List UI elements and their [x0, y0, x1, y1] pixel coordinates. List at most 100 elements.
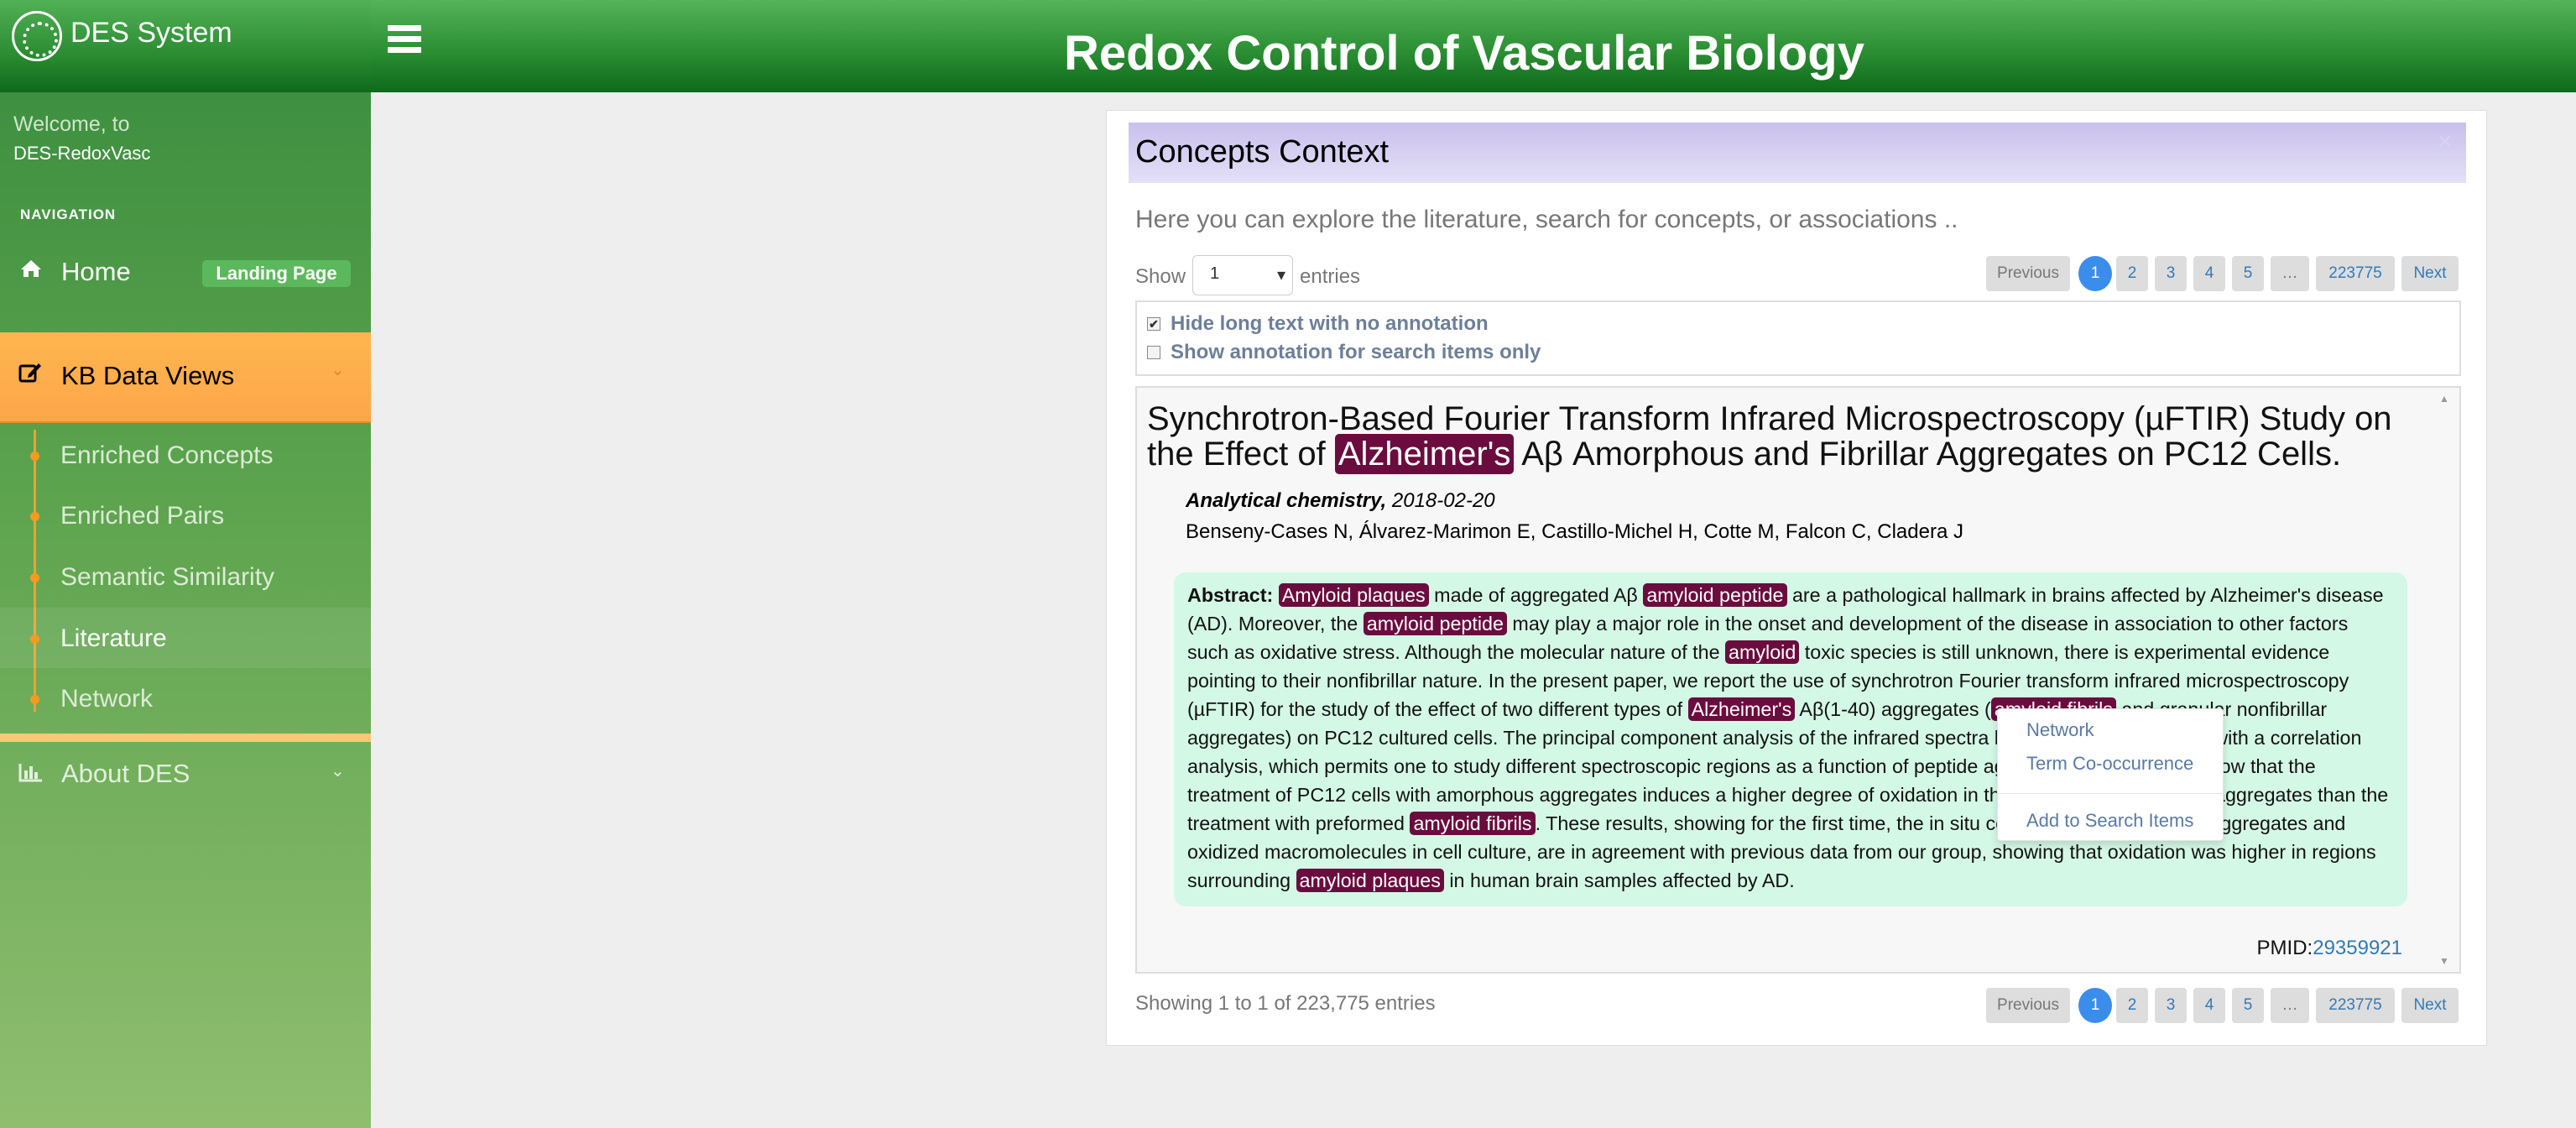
abstract-text-segment: toxic species is still unknown, there is… [1187, 641, 2349, 720]
annotated-term[interactable]: Alzheimer's [1334, 434, 1515, 474]
scroll-down-icon[interactable]: ▼ [2439, 955, 2449, 967]
abstract-text-segment: made of aggregated Aβ [1428, 584, 1644, 606]
hide-long-text-checkbox[interactable]: ✔ [1147, 317, 1160, 331]
pagination-page-5[interactable]: 5 [2232, 256, 2264, 291]
abstract-text-segment: aggregates than the treatment with prefo… [1187, 784, 2389, 834]
pagination-page-3[interactable]: 3 [2155, 988, 2187, 1023]
pagination-page-1[interactable]: 1 [2078, 988, 2112, 1023]
close-icon[interactable]: × [2437, 126, 2453, 156]
sidebar-item-semantic-similarity[interactable]: Semantic Similarity [0, 546, 371, 607]
pagination-last-page[interactable]: 223775 [2316, 988, 2395, 1023]
annotated-term[interactable]: amyloid [1725, 640, 1800, 664]
pagination-top: Previous 1 2 3 4 5 … 223775 Next [1986, 256, 2459, 291]
sidebar-item-label: Semantic Similarity [60, 563, 275, 591]
pmid: PMID:29359921 [2256, 937, 2402, 959]
page-title: Redox Control of Vascular Biology [1064, 26, 1864, 81]
pagination-previous-button[interactable]: Previous [1986, 988, 2070, 1023]
abstract-text-segment: may play a major role in the onset and d… [1187, 613, 2349, 663]
pagination-last-page[interactable]: 223775 [2316, 256, 2395, 291]
pagination-page-2[interactable]: 2 [2116, 256, 2148, 291]
article-abstract: Abstract: Amyloid plaques made of aggreg… [1174, 572, 2407, 906]
term-context-menu: Network Term Co-occurrence Add to Search… [1997, 708, 2224, 841]
abstract-text-segment: are a pathological hallmark in brains af… [1187, 584, 2384, 634]
logo-area[interactable]: DES System [0, 0, 371, 92]
sidebar-item-about-des[interactable]: About DES ⌄ [0, 745, 371, 799]
edit-icon [18, 363, 41, 383]
entries-select-value: 1 [1210, 264, 1220, 283]
home-icon [21, 260, 41, 277]
bullet-icon [30, 512, 39, 521]
sidebar-item-network[interactable]: Network [0, 668, 371, 728]
menu-divider [1998, 793, 2224, 794]
option-label: Show annotation for search items only [1171, 341, 1541, 363]
concepts-context-panel: Concepts Context × Here you can explore … [1106, 110, 2487, 1046]
abstract-text-segment: in human brain samples affected by AD. [1443, 870, 1795, 891]
panel-header: Concepts Context × [1129, 123, 2466, 183]
scrollbar[interactable]: ▲ ▼ [2438, 393, 2451, 967]
abstract-text-segment: aggregates and oxidized macromolecules i… [1187, 812, 2376, 891]
pagination-page-4[interactable]: 4 [2193, 256, 2225, 291]
annotated-term[interactable]: Amyloid plaques [1278, 583, 1429, 607]
panel-title: Concepts Context [1135, 134, 1390, 170]
pmid-link[interactable]: 29359921 [2313, 937, 2402, 959]
annotated-term[interactable]: amyloid plaques [1296, 869, 1444, 892]
pagination-page-5[interactable]: 5 [2232, 988, 2264, 1023]
article-date: 2018-02-20 [1391, 489, 1495, 512]
article-title: Synchrotron-Based Fourier Transform Infr… [1147, 400, 2392, 474]
entries-select[interactable]: 1 ▾ [1192, 255, 1293, 295]
top-header: DES System Redox Control of Vascular Bio… [0, 0, 2576, 92]
sidebar-item-label: Enriched Concepts [60, 441, 274, 469]
pagination-ellipsis: … [2271, 988, 2309, 1023]
annotated-term[interactable]: amyloid fibrils [1410, 812, 1536, 835]
sidebar-item-label: Literature [60, 624, 167, 652]
pagination-page-1[interactable]: 1 [2078, 256, 2112, 291]
chevron-down-icon: ⌄ [331, 762, 345, 781]
article-authors: Benseny-Cases N, Álvarez-Marimon E, Cast… [1186, 520, 1963, 543]
abstract-text-segment: Aβ(1-40) aggregates ( [1795, 698, 1991, 720]
kb-name-text: DES-RedoxVasc [13, 143, 151, 164]
sidebar-item-label: Home [61, 257, 131, 286]
menu-item-network[interactable]: Network [2026, 719, 2094, 740]
abstract-text: Amyloid plaques made of aggregated Aβ am… [1187, 583, 2388, 892]
menu-item-add-to-search[interactable]: Add to Search Items [2026, 810, 2194, 831]
sidebar-item-enriched-pairs[interactable]: Enriched Pairs [0, 485, 371, 546]
kb-submenu: Enriched Concepts Enriched Pairs Semanti… [0, 425, 371, 740]
pagination-next-button[interactable]: Next [2401, 988, 2459, 1023]
welcome-text: Welcome, to [13, 112, 130, 136]
bar-chart-icon [18, 764, 42, 782]
show-annotation-checkbox[interactable] [1147, 346, 1160, 359]
annotated-term[interactable]: amyloid peptide [1363, 612, 1507, 635]
sidebar-item-label: Network [60, 685, 154, 713]
bullet-icon [30, 695, 39, 704]
sidebar: Welcome, to DES-RedoxVasc NAVIGATION Hom… [0, 92, 371, 1128]
hamburger-menu-icon[interactable] [388, 25, 421, 55]
annotated-term[interactable]: Alzheimer's [1687, 697, 1796, 721]
show-label: Show [1135, 265, 1186, 288]
caret-down-icon: ▾ [1276, 266, 1285, 285]
logo-text: DES System [70, 17, 232, 49]
scroll-up-icon[interactable]: ▲ [2439, 393, 2449, 405]
bullet-icon [30, 452, 39, 461]
pagination-bottom: Previous 1 2 3 4 5 … 223775 Next [1986, 988, 2459, 1023]
pagination-page-3[interactable]: 3 [2155, 256, 2187, 291]
option-label: Hide long text with no annotation [1171, 312, 1489, 335]
bullet-icon [30, 634, 39, 644]
sidebar-item-enriched-concepts[interactable]: Enriched Concepts [0, 425, 371, 485]
sidebar-item-label: KB Data Views [61, 361, 235, 390]
annotated-term[interactable]: amyloid peptide [1643, 583, 1787, 607]
sidebar-item-kb-data-views[interactable]: KB Data Views ⌄ [0, 332, 371, 423]
sidebar-item-home[interactable]: Home Landing Page [0, 243, 371, 297]
abstract-label: Abstract: [1187, 584, 1274, 606]
pagination-next-button[interactable]: Next [2401, 256, 2459, 291]
article-journal: Analytical chemistry, 2018-02-20 [1186, 489, 1495, 512]
submenu-divider [0, 734, 371, 742]
pagination-page-2[interactable]: 2 [2116, 988, 2148, 1023]
landing-page-badge: Landing Page [202, 260, 351, 287]
sidebar-item-label: Enriched Pairs [60, 502, 225, 530]
panel-intro-text: Here you can explore the literature, sea… [1135, 206, 1958, 233]
sidebar-item-literature[interactable]: Literature [0, 608, 371, 668]
pagination-page-4[interactable]: 4 [2193, 988, 2225, 1023]
pagination-previous-button[interactable]: Previous [1986, 256, 2070, 291]
entries-info: Showing 1 to 1 of 223,775 entries [1135, 992, 1436, 1015]
menu-item-term-co-occurrence[interactable]: Term Co-occurrence [2026, 753, 2194, 774]
